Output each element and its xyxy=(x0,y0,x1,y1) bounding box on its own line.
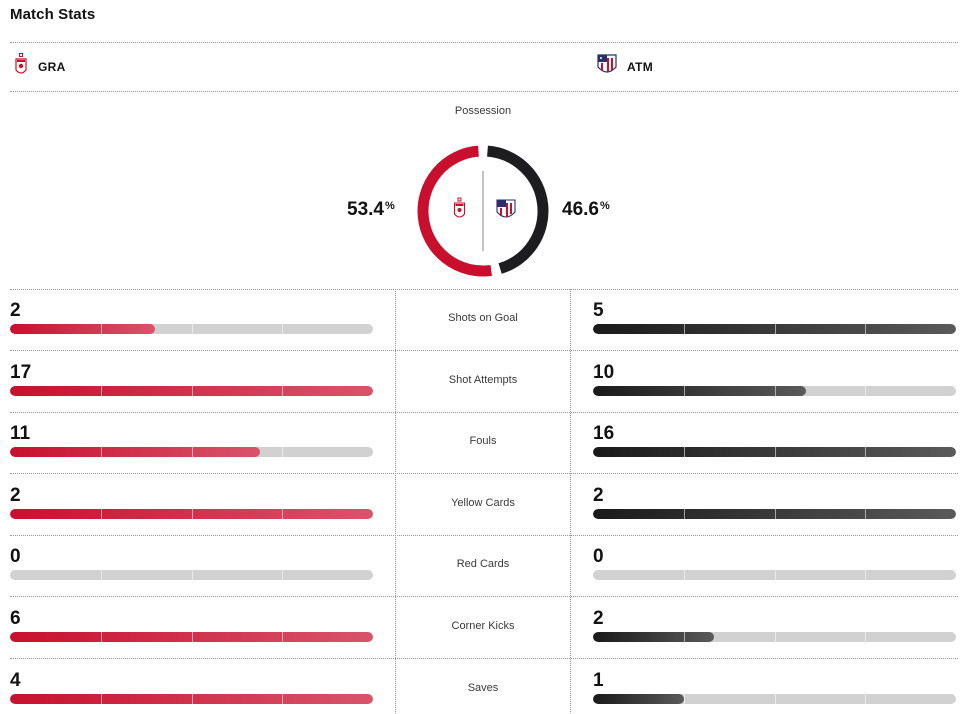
home-stat-value: 0 xyxy=(10,546,21,568)
divider xyxy=(10,91,958,92)
away-stat-bar xyxy=(593,385,956,396)
granada-crest-icon xyxy=(453,197,466,218)
stat-row: 11 Fouls 16 xyxy=(0,412,966,475)
home-stat-bar-fill xyxy=(10,324,156,334)
home-stat-bar xyxy=(10,447,373,458)
away-stat-bar xyxy=(593,324,956,334)
stat-row: 2 Shots on Goal 5 xyxy=(0,289,966,351)
atletico-crest-icon xyxy=(496,199,516,218)
home-possession-value: 53.4% xyxy=(347,199,395,220)
away-stat-value: 16 xyxy=(593,423,615,445)
home-stat-bar-fill xyxy=(10,447,260,458)
column-divider xyxy=(570,289,571,714)
stat-row: 4 Saves 1 xyxy=(0,659,966,714)
away-stat-bar xyxy=(593,508,956,519)
home-possession-arc xyxy=(417,145,493,277)
stat-label: Saves xyxy=(467,681,499,694)
possession-donut xyxy=(417,145,549,277)
home-stat-bar xyxy=(10,570,373,581)
divider xyxy=(10,596,958,598)
home-stat-bar xyxy=(10,385,373,396)
away-stat-bar xyxy=(593,632,956,642)
home-stat-value: 17 xyxy=(10,361,32,383)
divider xyxy=(10,350,958,351)
stat-row: 17 Shot Attempts 10 xyxy=(0,351,966,413)
home-stat-value: 4 xyxy=(10,669,21,691)
possession-label: Possession xyxy=(454,105,512,117)
stat-label: Red Cards xyxy=(456,558,510,571)
away-stat-value: 10 xyxy=(593,361,615,383)
away-stat-bar-fill xyxy=(593,385,807,396)
home-stat-bar xyxy=(10,693,373,704)
away-stat-bar xyxy=(593,447,956,458)
home-stat-bar xyxy=(10,632,373,642)
away-team-abbr: ATM xyxy=(627,60,654,74)
divider xyxy=(10,534,958,536)
away-stat-bar-fill xyxy=(593,632,714,642)
atletico-crest-icon xyxy=(597,53,617,82)
home-team-header[interactable]: GRA xyxy=(14,52,66,82)
column-divider xyxy=(395,289,396,714)
away-possession-value: 46.6% xyxy=(562,199,610,220)
stat-label: Fouls xyxy=(469,435,497,448)
divider xyxy=(10,411,958,413)
granada-crest-icon xyxy=(14,52,28,82)
away-stat-bar xyxy=(593,570,956,581)
section-title: Match Stats xyxy=(10,6,96,23)
home-stat-bar xyxy=(10,508,373,519)
divider xyxy=(10,42,958,43)
stat-label: Yellow Cards xyxy=(451,496,515,509)
home-stat-value: 6 xyxy=(10,608,21,629)
stat-row: 0 Red Cards 0 xyxy=(0,535,966,598)
home-stat-value: 2 xyxy=(10,300,21,321)
stat-row: 2 Yellow Cards 2 xyxy=(0,474,966,536)
divider xyxy=(10,289,958,290)
away-stat-value: 2 xyxy=(593,484,604,506)
away-stat-bar xyxy=(593,693,956,704)
stat-label: Shots on Goal xyxy=(448,312,518,324)
away-team-header[interactable]: ATM xyxy=(597,53,654,82)
divider xyxy=(10,473,958,475)
stat-label: Corner Kicks xyxy=(451,620,515,632)
away-possession-arc xyxy=(486,145,549,274)
divider xyxy=(10,658,958,659)
home-stat-value: 2 xyxy=(10,484,21,506)
home-stat-value: 11 xyxy=(10,423,31,445)
home-stat-bar xyxy=(10,324,373,334)
away-stat-value: 5 xyxy=(593,300,604,321)
away-stat-value: 0 xyxy=(593,546,604,568)
away-stat-bar-fill xyxy=(593,693,684,704)
home-team-abbr: GRA xyxy=(38,60,66,74)
stat-row: 6 Corner Kicks 2 xyxy=(0,597,966,659)
away-stat-value: 2 xyxy=(593,608,604,629)
stat-label: Shot Attempts xyxy=(448,373,518,386)
away-stat-value: 1 xyxy=(593,669,604,691)
